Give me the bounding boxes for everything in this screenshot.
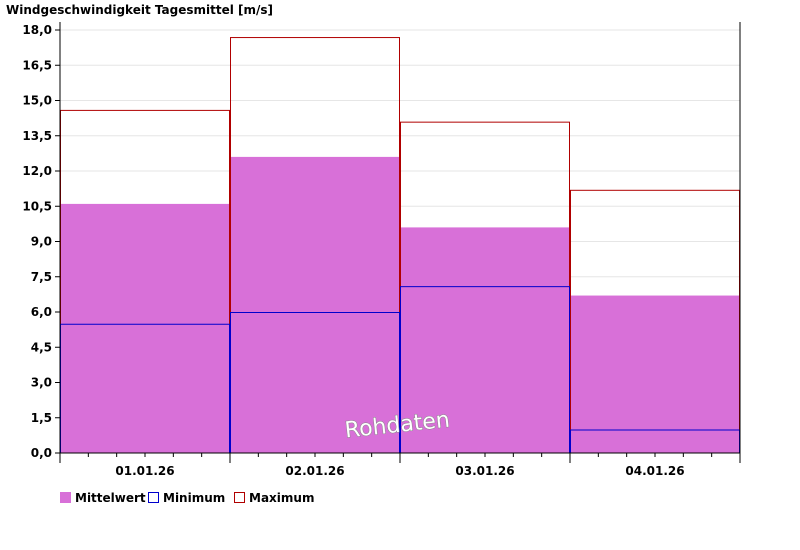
x-tick-label: 02.01.26 bbox=[285, 464, 344, 478]
legend-label-mittelwert: Mittelwert bbox=[75, 491, 146, 505]
y-tick-label: 0,0 bbox=[31, 446, 52, 460]
y-tick-label: 15,0 bbox=[22, 94, 52, 108]
y-tick-label: 7,5 bbox=[31, 270, 52, 284]
legend-label-minimum: Minimum bbox=[163, 491, 225, 505]
y-tick-label: 13,5 bbox=[22, 129, 52, 143]
x-tick-label: 03.01.26 bbox=[455, 464, 514, 478]
x-tick-label: 01.01.26 bbox=[115, 464, 174, 478]
legend-swatch-minimum bbox=[148, 492, 159, 503]
y-tick-label: 18,0 bbox=[22, 23, 52, 37]
y-tick-label: 3,0 bbox=[31, 376, 52, 390]
y-tick-label: 10,5 bbox=[22, 199, 52, 213]
y-tick-label: 12,0 bbox=[22, 164, 52, 178]
bar-mittelwert bbox=[570, 295, 740, 453]
y-tick-label: 16,5 bbox=[22, 58, 52, 72]
y-tick-label: 1,5 bbox=[31, 411, 52, 425]
y-tick-label: 9,0 bbox=[31, 235, 52, 249]
legend-label-maximum: Maximum bbox=[249, 491, 314, 505]
bars bbox=[60, 37, 740, 454]
axes: 0,0 1,5 3,0 4,5 6,0 7,5 9,0 10,5 12,0 13,5 15,0 16,… bbox=[22, 22, 741, 478]
legend-swatch-mittelwert bbox=[60, 492, 71, 503]
y-tick-label: 6,0 bbox=[31, 305, 52, 319]
bar-mittelwert bbox=[60, 203, 230, 453]
legend: Mittelwert Minimum Maximum bbox=[60, 491, 314, 505]
chart-title: Windgeschwindigkeit Tagesmittel [m/s] bbox=[6, 3, 273, 17]
x-tick-label: 04.01.26 bbox=[625, 464, 684, 478]
y-tick-label: 4,5 bbox=[31, 340, 52, 354]
bar-mittelwert bbox=[230, 156, 400, 453]
bar-mittelwert bbox=[400, 227, 570, 453]
legend-swatch-maximum bbox=[234, 492, 245, 503]
